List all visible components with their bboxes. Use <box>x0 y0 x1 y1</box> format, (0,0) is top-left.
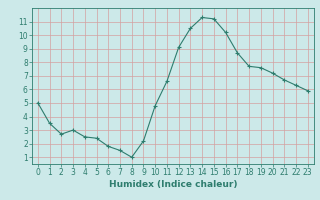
X-axis label: Humidex (Indice chaleur): Humidex (Indice chaleur) <box>108 180 237 189</box>
